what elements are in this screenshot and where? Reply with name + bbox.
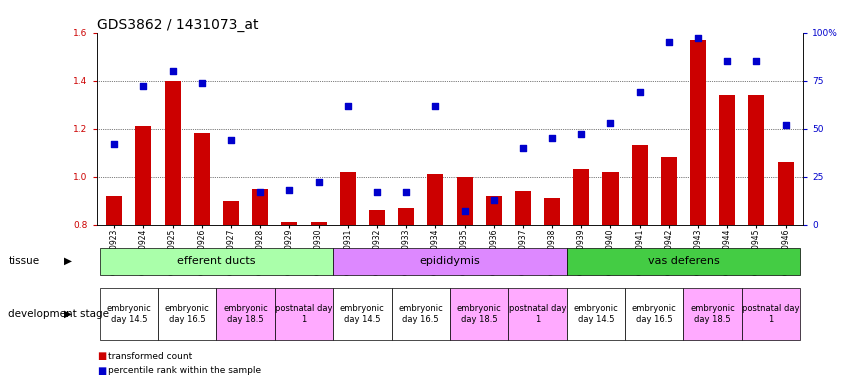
Point — [225, 137, 238, 143]
Point — [574, 131, 588, 137]
Text: ■: ■ — [97, 351, 106, 361]
Bar — [165, 81, 181, 225]
Text: ▶: ▶ — [64, 309, 72, 319]
Bar — [427, 174, 443, 225]
Text: embryonic
day 16.5: embryonic day 16.5 — [165, 304, 209, 324]
Text: ▶: ▶ — [64, 256, 72, 266]
Point — [604, 120, 617, 126]
Point — [458, 208, 471, 214]
Bar — [684, 288, 742, 340]
Bar — [778, 162, 794, 225]
Bar — [106, 196, 122, 225]
Text: embryonic
day 18.5: embryonic day 18.5 — [690, 304, 735, 324]
Point — [108, 141, 121, 147]
Bar — [574, 169, 590, 225]
Text: postnatal day
1: postnatal day 1 — [509, 304, 566, 324]
Bar — [625, 288, 684, 340]
Text: transformed count: transformed count — [108, 352, 192, 361]
Bar — [252, 189, 268, 225]
Text: efferent ducts: efferent ducts — [177, 256, 256, 266]
Text: tissue: tissue — [8, 256, 40, 266]
Text: embryonic
day 14.5: embryonic day 14.5 — [574, 304, 618, 324]
Point — [662, 39, 675, 45]
Point — [487, 197, 500, 203]
Bar — [158, 288, 216, 340]
Bar — [661, 157, 677, 225]
Text: embryonic
day 14.5: embryonic day 14.5 — [340, 304, 384, 324]
Point — [429, 103, 442, 109]
Bar — [457, 177, 473, 225]
Text: GDS3862 / 1431073_at: GDS3862 / 1431073_at — [97, 18, 258, 31]
Point — [749, 58, 763, 65]
Bar — [567, 288, 625, 340]
Bar — [310, 222, 326, 225]
Text: vas deferens: vas deferens — [648, 256, 719, 266]
Bar — [216, 288, 275, 340]
Point — [312, 179, 325, 185]
Bar — [99, 248, 333, 275]
Point — [399, 189, 413, 195]
Bar — [690, 40, 706, 225]
Bar — [340, 172, 356, 225]
Text: ■: ■ — [97, 366, 106, 376]
Point — [253, 189, 267, 195]
Bar — [398, 208, 414, 225]
Bar — [450, 288, 508, 340]
Text: embryonic
day 16.5: embryonic day 16.5 — [399, 304, 443, 324]
Point — [370, 189, 383, 195]
Bar — [486, 196, 502, 225]
Bar — [719, 95, 735, 225]
Point — [195, 79, 209, 86]
Bar — [333, 248, 567, 275]
Point — [545, 135, 558, 141]
Text: embryonic
day 18.5: embryonic day 18.5 — [457, 304, 501, 324]
Bar — [193, 134, 210, 225]
Point — [633, 89, 647, 95]
Point — [516, 145, 530, 151]
Text: embryonic
day 18.5: embryonic day 18.5 — [223, 304, 268, 324]
Bar — [632, 146, 648, 225]
Bar — [748, 95, 764, 225]
Bar — [369, 210, 385, 225]
Bar — [508, 288, 567, 340]
Text: embryonic
day 16.5: embryonic day 16.5 — [632, 304, 677, 324]
Text: epididymis: epididymis — [420, 256, 480, 266]
Bar — [544, 198, 560, 225]
Text: development stage: development stage — [8, 309, 109, 319]
Text: postnatal day
1: postnatal day 1 — [743, 304, 800, 324]
Text: embryonic
day 14.5: embryonic day 14.5 — [107, 304, 151, 324]
Bar — [392, 288, 450, 340]
Text: percentile rank within the sample: percentile rank within the sample — [108, 366, 261, 375]
Point — [341, 103, 355, 109]
Bar — [742, 288, 801, 340]
Bar — [515, 191, 531, 225]
Point — [283, 187, 296, 193]
Bar — [135, 126, 151, 225]
Bar — [282, 222, 298, 225]
Bar — [333, 288, 392, 340]
Point — [779, 122, 792, 128]
Bar — [602, 172, 618, 225]
Point — [137, 83, 151, 89]
Point — [166, 68, 179, 74]
Bar — [275, 288, 333, 340]
Point — [721, 58, 734, 65]
Bar — [223, 201, 239, 225]
Text: postnatal day
1: postnatal day 1 — [275, 304, 333, 324]
Bar — [99, 288, 158, 340]
Point — [691, 35, 705, 41]
Bar — [567, 248, 801, 275]
